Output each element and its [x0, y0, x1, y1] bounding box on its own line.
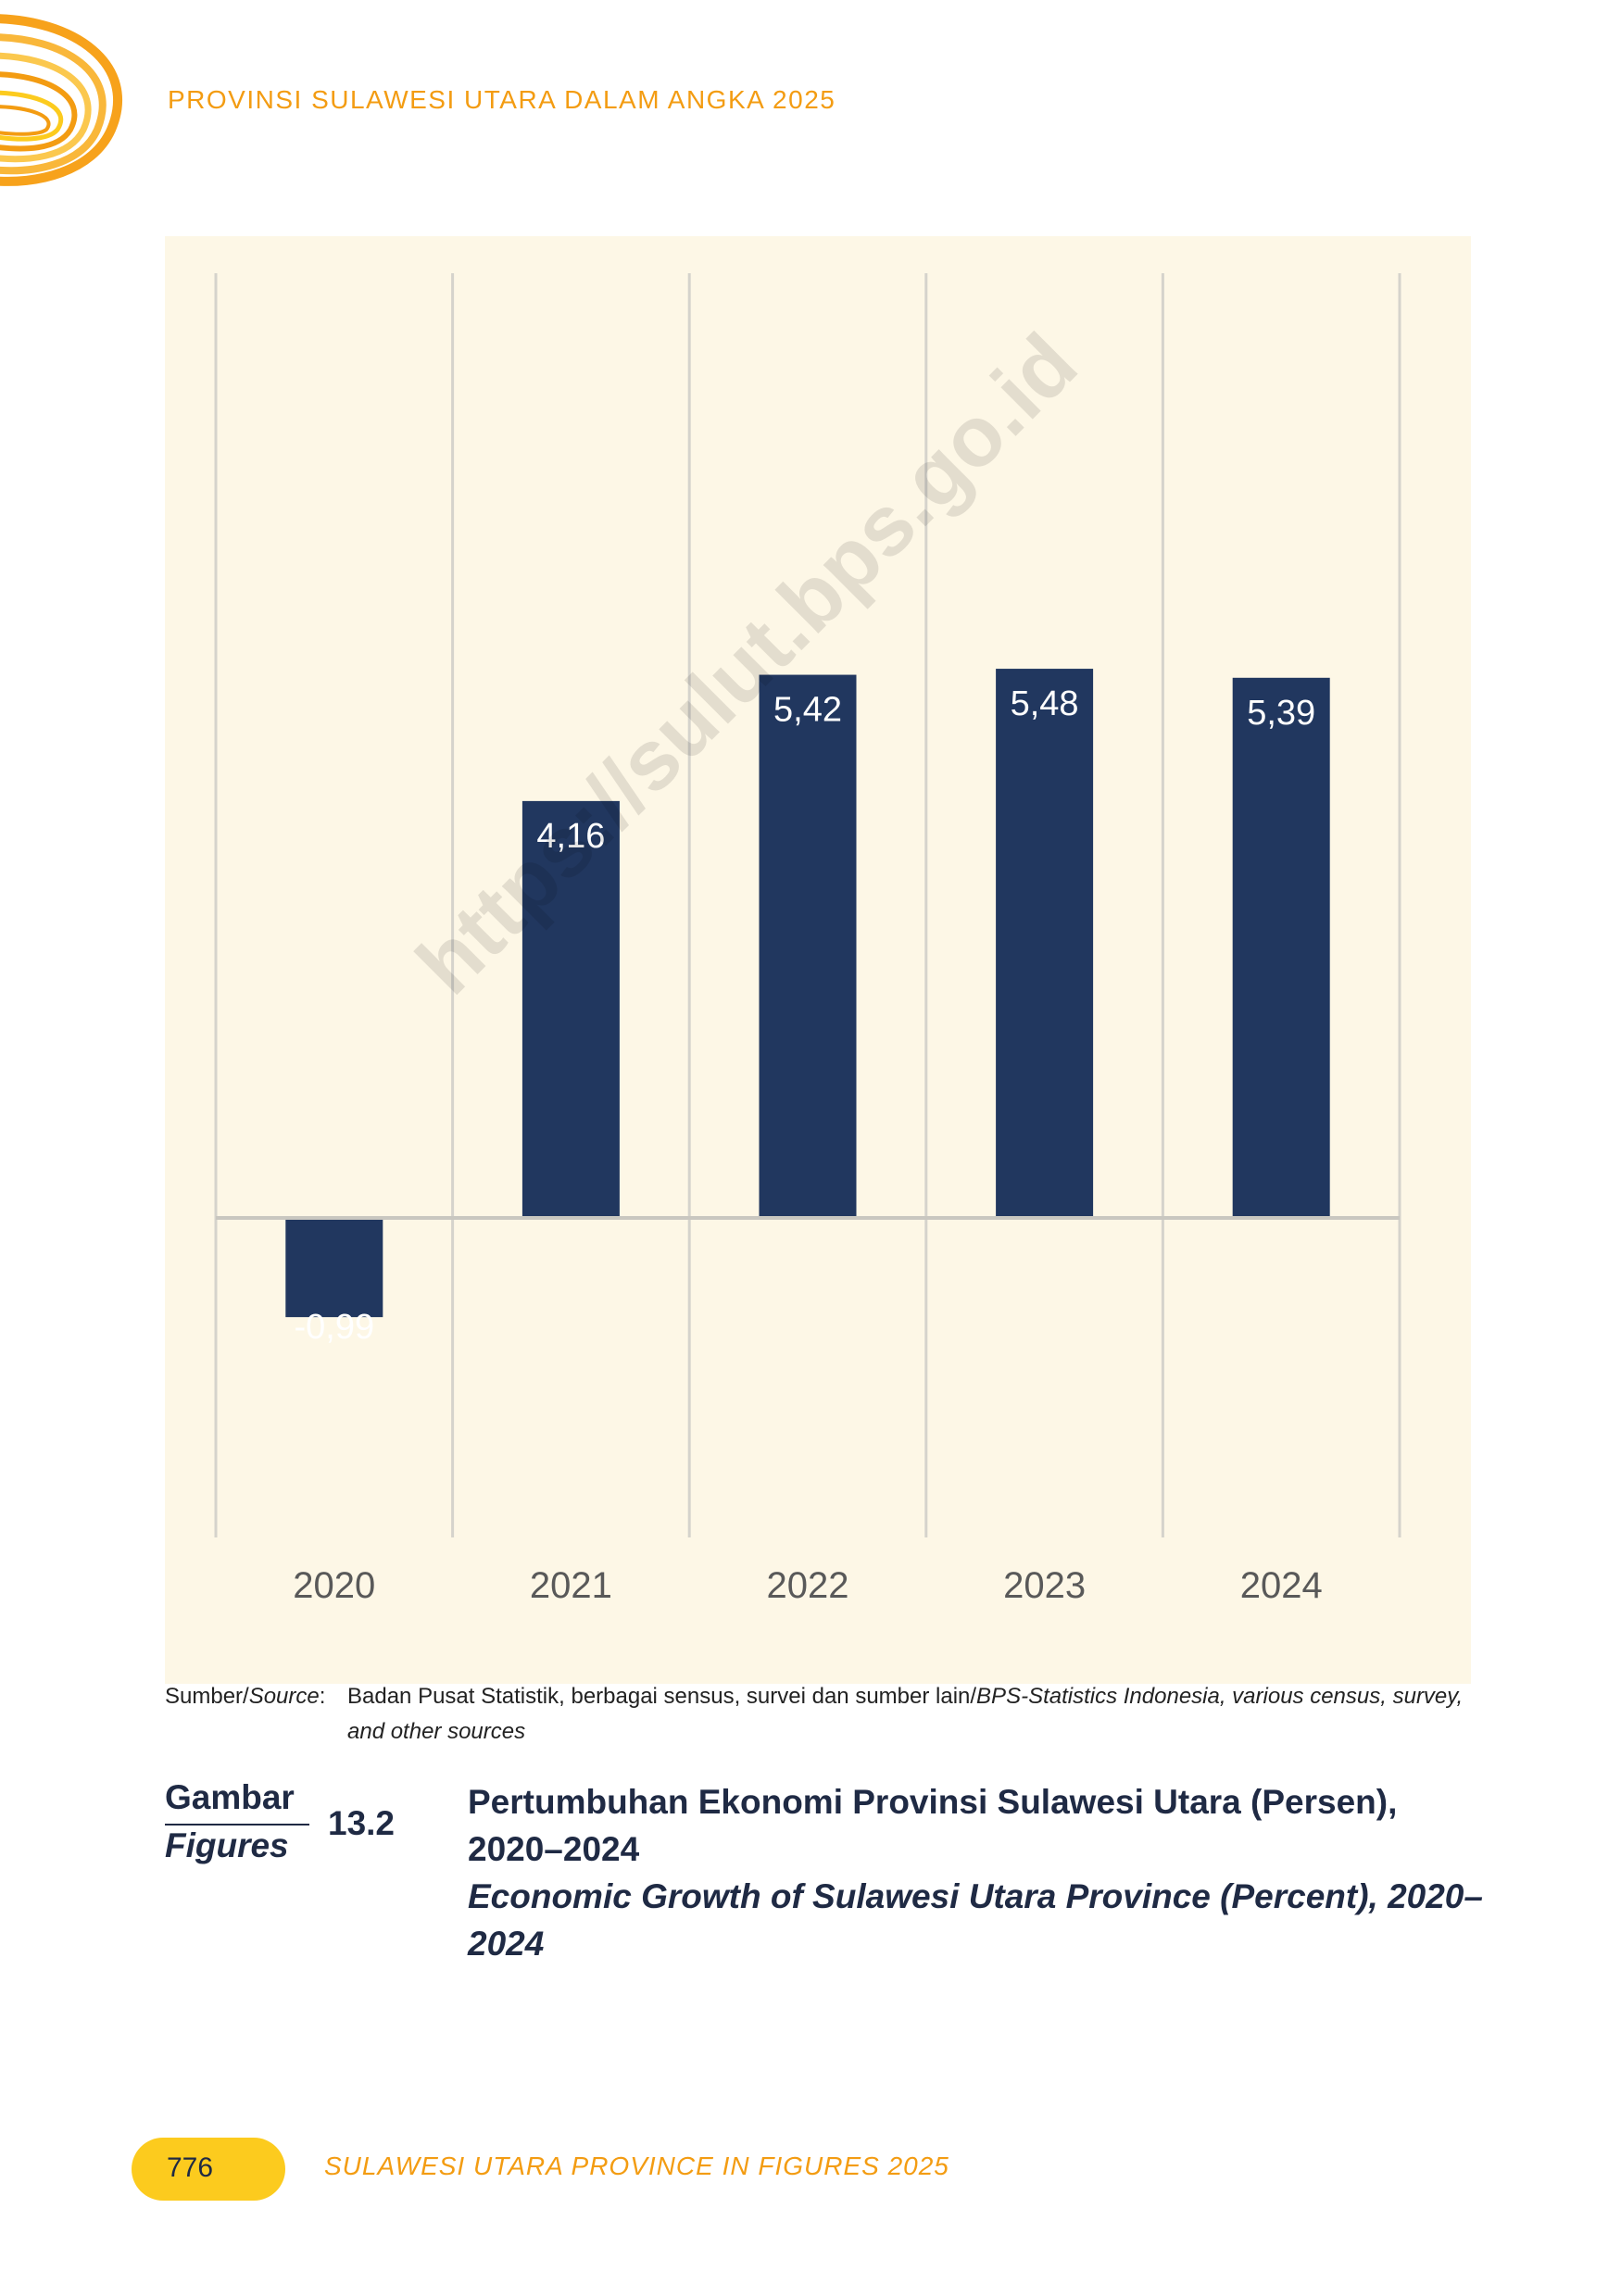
source-label-italic: Source	[248, 1684, 320, 1709]
page-number: 776	[167, 2152, 214, 2183]
data-label: 5,42	[773, 691, 842, 730]
figure-word-en: Figures	[165, 1826, 289, 1864]
bar	[996, 669, 1094, 1218]
figure-title-en: Economic Growth of Sulawesi Utara Provin…	[468, 1877, 1483, 1963]
figure-word: Gambar	[165, 1778, 295, 1816]
data-label: 4,16	[536, 817, 605, 856]
x-tick-label: 2022	[767, 1565, 849, 1606]
source-text-italic: BPS-Statistics Indonesia, various census…	[347, 1684, 1464, 1744]
bar-chart: -0,99 2020 4,16 2021 5,42 2022 5,48 2023 5,39 202…	[214, 273, 1401, 1606]
figure-title: Pertumbuhan Ekonomi Provinsi Sulawesi Ut…	[468, 1783, 1398, 1868]
running-header: PROVINSI SULAWESI UTARA DALAM ANGKA 2025	[168, 85, 836, 114]
data-label: 5,39	[1247, 694, 1315, 733]
x-tick-label: 2024	[1240, 1565, 1323, 1606]
bar	[1232, 677, 1330, 1218]
source-text: Badan Pusat Statistik, berbagai sensus, …	[347, 1679, 1468, 1750]
x-tick-label: 2023	[1003, 1565, 1086, 1606]
figure-number: 13.2	[328, 1804, 396, 1842]
chart-panel: -0,99 2020 4,16 2021 5,42 2022 5,48 2023 5,39 202…	[165, 236, 1471, 1684]
figure-word-divider	[165, 1824, 309, 1826]
source-label-colon: :	[319, 1684, 326, 1709]
data-label: -0,99	[294, 1308, 374, 1347]
page-number-badge	[132, 2138, 285, 2201]
corner-wave-logo	[0, 14, 122, 186]
bar	[759, 674, 857, 1218]
data-label: 5,48	[1011, 684, 1079, 723]
source-text-plain: Badan Pusat Statistik, berbagai sensus, …	[347, 1684, 977, 1709]
x-tick-label: 2021	[530, 1565, 612, 1606]
bar	[285, 1218, 383, 1318]
source-label-plain: Sumber/	[165, 1684, 249, 1709]
x-tick-label: 2020	[293, 1565, 375, 1606]
bar	[521, 800, 620, 1218]
running-footer: SULAWESI UTARA PROVINCE IN FIGURES 2025	[324, 2152, 949, 2180]
source-label: Sumber/Source:	[165, 1679, 341, 1714]
